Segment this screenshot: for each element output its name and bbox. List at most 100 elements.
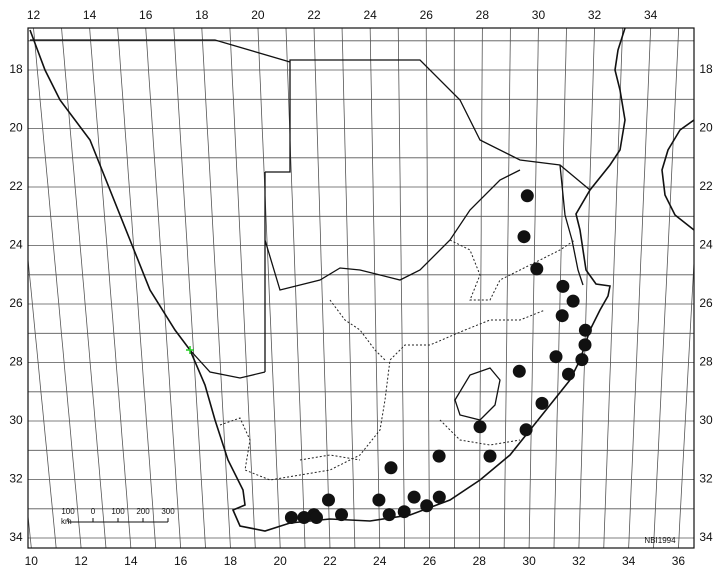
locality-dot <box>556 279 570 293</box>
lon-label: 34 <box>644 8 658 22</box>
lon-label: 18 <box>195 8 209 22</box>
minor-grid-line <box>369 28 381 548</box>
lon-label: 14 <box>124 554 138 568</box>
locality-dot <box>372 493 386 507</box>
minor-grid-line <box>578 28 595 548</box>
locality-dot <box>473 420 487 434</box>
lat-label: 22 <box>699 179 713 193</box>
madagascar-coast <box>661 119 694 231</box>
minor-grid-line <box>257 28 281 548</box>
lon-label: 26 <box>423 554 437 568</box>
minor-grid-line <box>229 28 256 548</box>
basemap <box>29 28 694 532</box>
lon-label: 14 <box>83 8 97 22</box>
minor-grid-line <box>285 28 306 548</box>
locality-dot <box>520 189 534 203</box>
locality-dot <box>432 490 446 504</box>
locality-dot <box>483 449 497 463</box>
minor-grid-line <box>528 28 539 548</box>
lat-label: 32 <box>9 472 23 486</box>
locality-dot <box>384 461 398 475</box>
lat-label: 28 <box>9 355 23 369</box>
lat-label: 24 <box>9 238 23 252</box>
minor-grid-line <box>28 254 57 548</box>
minor-grid-line <box>628 28 652 548</box>
locality-dot <box>512 364 526 378</box>
locality-dot <box>297 511 311 524</box>
lat-label: 18 <box>699 62 713 76</box>
minor-grid-line <box>653 28 680 548</box>
locality-dot <box>382 508 396 522</box>
locality-dot <box>549 350 563 364</box>
locality-dot <box>517 230 531 244</box>
lon-label: 24 <box>373 554 387 568</box>
lon-label: 16 <box>174 554 188 568</box>
minor-grid-line <box>678 254 694 548</box>
minor-grid-line <box>603 28 624 548</box>
country-border <box>30 39 591 379</box>
scale-unit: km <box>61 517 72 526</box>
locality-dot <box>310 511 323 524</box>
lon-label: 12 <box>27 8 41 22</box>
lon-label: 32 <box>588 8 602 22</box>
minor-grid-line <box>397 28 406 548</box>
minor-grid-line <box>33 28 82 548</box>
lat-label: 28 <box>699 355 713 369</box>
lat-label: 18 <box>9 62 23 76</box>
lon-label: 30 <box>532 8 546 22</box>
lon-label: 36 <box>672 554 686 568</box>
lat-label: 20 <box>699 121 713 135</box>
lat-label: 22 <box>9 179 23 193</box>
country-border <box>454 164 584 421</box>
locality-dot <box>420 499 434 513</box>
lon-label: 20 <box>274 554 288 568</box>
scale-label: 0 <box>91 507 96 516</box>
lon-label: 24 <box>363 8 377 22</box>
map-frame <box>27 27 695 549</box>
scale-label: 100 <box>111 507 125 516</box>
lon-label: 20 <box>251 8 265 22</box>
locality-dot <box>530 262 544 276</box>
locality-dot <box>566 294 580 308</box>
minor-grid-line <box>61 28 107 548</box>
lon-label: 18 <box>224 554 238 568</box>
lon-label: 28 <box>476 8 490 22</box>
minor-grid-line <box>503 28 511 548</box>
coastline <box>29 28 626 532</box>
lat-label: 34 <box>699 530 713 544</box>
graticule <box>28 28 694 548</box>
lon-label: 32 <box>572 554 586 568</box>
lon-label: 26 <box>420 8 434 22</box>
lon-label: 22 <box>307 8 321 22</box>
minor-grid-line <box>341 28 356 548</box>
scale-label: 300 <box>161 507 175 516</box>
minor-grid-line <box>478 28 483 548</box>
scale-label: 100 <box>61 507 75 516</box>
lat-label: 26 <box>699 296 713 310</box>
scale-label: 200 <box>136 507 150 516</box>
province-border <box>219 239 576 481</box>
locality-dot <box>562 367 575 381</box>
minor-grid-line <box>145 28 182 548</box>
locality-dot <box>575 353 589 367</box>
locality-dot <box>519 423 533 437</box>
minor-grid-line <box>89 28 132 548</box>
locality-dot <box>407 490 421 504</box>
locality-dot <box>432 449 446 463</box>
credit: NBI1994 <box>644 536 676 545</box>
marker <box>186 346 194 354</box>
lat-label: 30 <box>9 413 23 427</box>
locality-dot <box>284 511 298 524</box>
lon-label: 10 <box>25 554 39 568</box>
lat-label: 24 <box>699 238 713 252</box>
minor-grid-line <box>201 28 231 548</box>
lat-label: 34 <box>9 530 23 544</box>
locality-dot <box>335 508 348 522</box>
lon-label: 28 <box>473 554 487 568</box>
lon-label: 30 <box>522 554 536 568</box>
minor-grid-line <box>117 28 157 548</box>
lat-label: 26 <box>9 296 23 310</box>
lon-label: 22 <box>323 554 337 568</box>
minor-grid-line <box>313 28 331 548</box>
